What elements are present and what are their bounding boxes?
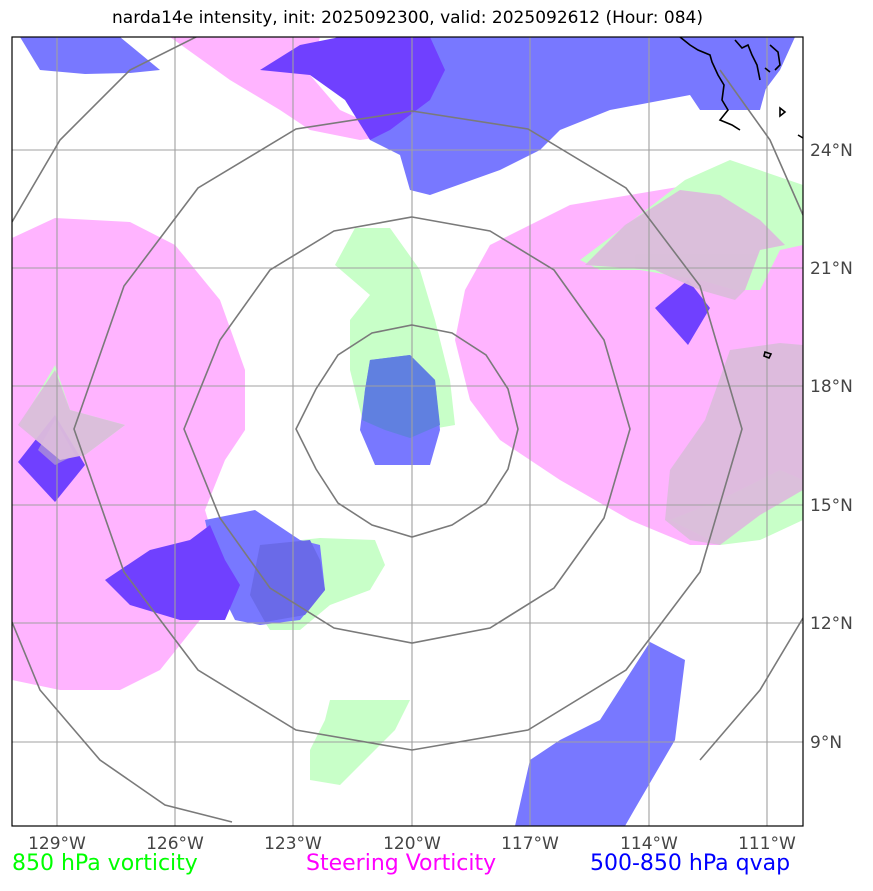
range-ring-2: [183, 216, 631, 644]
legend-steering-vorticity: Steering Vorticity: [306, 851, 497, 876]
latitude-labels: 24°N 21°N 18°N 15°N 12°N 9°N: [810, 141, 853, 753]
lat-label: 9°N: [810, 733, 842, 753]
qvap-north-core: [260, 37, 445, 140]
lon-label: 129°W: [28, 834, 86, 854]
overlap-layer: [18, 190, 803, 545]
range-ring-1: [295, 324, 519, 538]
qvap-southwest-mid: [250, 540, 325, 622]
qvap-north-band: [335, 37, 780, 195]
overlap-east: [665, 343, 803, 545]
qvap-northwest-patch: [20, 37, 160, 74]
legend-850-vorticity: 850 hPa vorticity: [12, 851, 198, 876]
lon-label: 114°W: [620, 834, 678, 854]
range-rings: [12, 37, 803, 823]
qvap-center-core: [362, 355, 440, 438]
gridlines: [12, 37, 803, 826]
lon-label: 120°W: [383, 834, 441, 854]
overlap-west: [18, 370, 125, 460]
lat-label: 15°N: [810, 496, 853, 516]
map-title: narda14e intensity, init: 2025092300, va…: [112, 8, 703, 28]
socorro-island: [763, 350, 773, 360]
lat-label: 24°N: [810, 141, 853, 161]
mainland-coast: [734, 39, 781, 81]
lon-label: 126°W: [146, 834, 204, 854]
lat-label: 21°N: [810, 259, 853, 279]
lon-label: 123°W: [264, 834, 322, 854]
overlap-northeast: [585, 190, 785, 300]
lon-label: 111°W: [738, 834, 796, 854]
lat-label: 18°N: [810, 377, 853, 397]
qvap-northeast-patch: [750, 37, 795, 90]
lon-label: 117°W: [501, 834, 559, 854]
qvap-east-patch: [655, 280, 710, 345]
coastline: [679, 37, 803, 360]
qvap-layer: [18, 37, 795, 826]
map-frame: [11, 36, 804, 827]
longitude-labels: 129°W 126°W 123°W 120°W 117°W 114°W 111°…: [28, 834, 796, 854]
lat-label: 12°N: [810, 614, 853, 634]
qvap-southeast-region: [515, 642, 685, 826]
island-detail: [779, 106, 803, 139]
range-ring-3: [73, 110, 743, 751]
steering-vorticity-north-region: [170, 37, 395, 140]
legend-qvap: 500-850 hPa qvap: [590, 851, 791, 876]
baja-california-coast: [679, 37, 741, 131]
range-ring-4: [12, 37, 803, 823]
qvap-southwest-core: [105, 525, 240, 620]
